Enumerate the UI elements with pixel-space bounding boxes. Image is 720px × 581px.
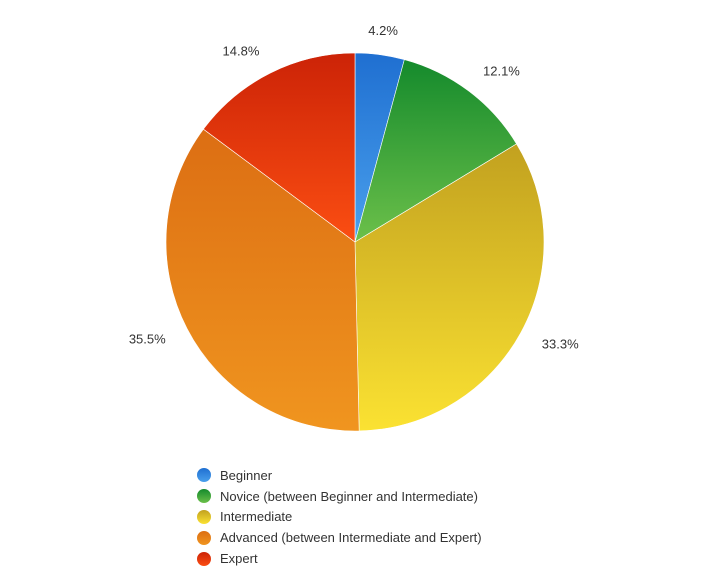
legend-label-advanced: Advanced (between Intermediate and Exper…	[220, 530, 482, 546]
pie-data-labels: 4.2% 12.1% 33.3% 35.5% 14.8%	[129, 23, 579, 351]
data-label-novice: 12.1%	[483, 64, 520, 79]
pie-slice-intermediate[interactable]	[354, 143, 545, 432]
legend: Beginner Novice (between Beginner and In…	[197, 465, 482, 569]
legend-label-expert: Expert	[220, 551, 258, 567]
legend-label-beginner: Beginner	[220, 467, 273, 483]
data-label-intermediate: 33.3%	[542, 336, 579, 351]
pie-slice-expert[interactable]	[202, 52, 356, 243]
pie-slice-novice[interactable]	[354, 59, 517, 243]
legend-item-beginner[interactable]: Beginner	[197, 465, 482, 486]
legend-swatch-intermediate	[197, 509, 211, 524]
legend-swatch-expert	[197, 551, 211, 566]
legend-label-novice: Novice (between Beginner and Intermediat…	[220, 488, 478, 504]
legend-item-intermediate[interactable]: Intermediate	[197, 507, 482, 528]
legend-item-novice[interactable]: Novice (between Beginner and Intermediat…	[197, 486, 482, 507]
data-label-beginner: 4.2%	[368, 23, 398, 38]
legend-swatch-novice	[197, 489, 211, 504]
legend-item-expert[interactable]: Expert	[197, 548, 482, 569]
data-label-expert: 14.8%	[223, 44, 260, 59]
data-label-advanced: 35.5%	[129, 332, 166, 347]
legend-swatch-advanced	[197, 530, 211, 545]
legend-label-intermediate: Intermediate	[220, 509, 293, 525]
legend-item-advanced[interactable]: Advanced (between Intermediate and Exper…	[197, 527, 482, 548]
legend-swatch-beginner	[197, 468, 211, 483]
pie-slices	[165, 52, 545, 432]
pie-slice-advanced[interactable]	[165, 128, 360, 432]
